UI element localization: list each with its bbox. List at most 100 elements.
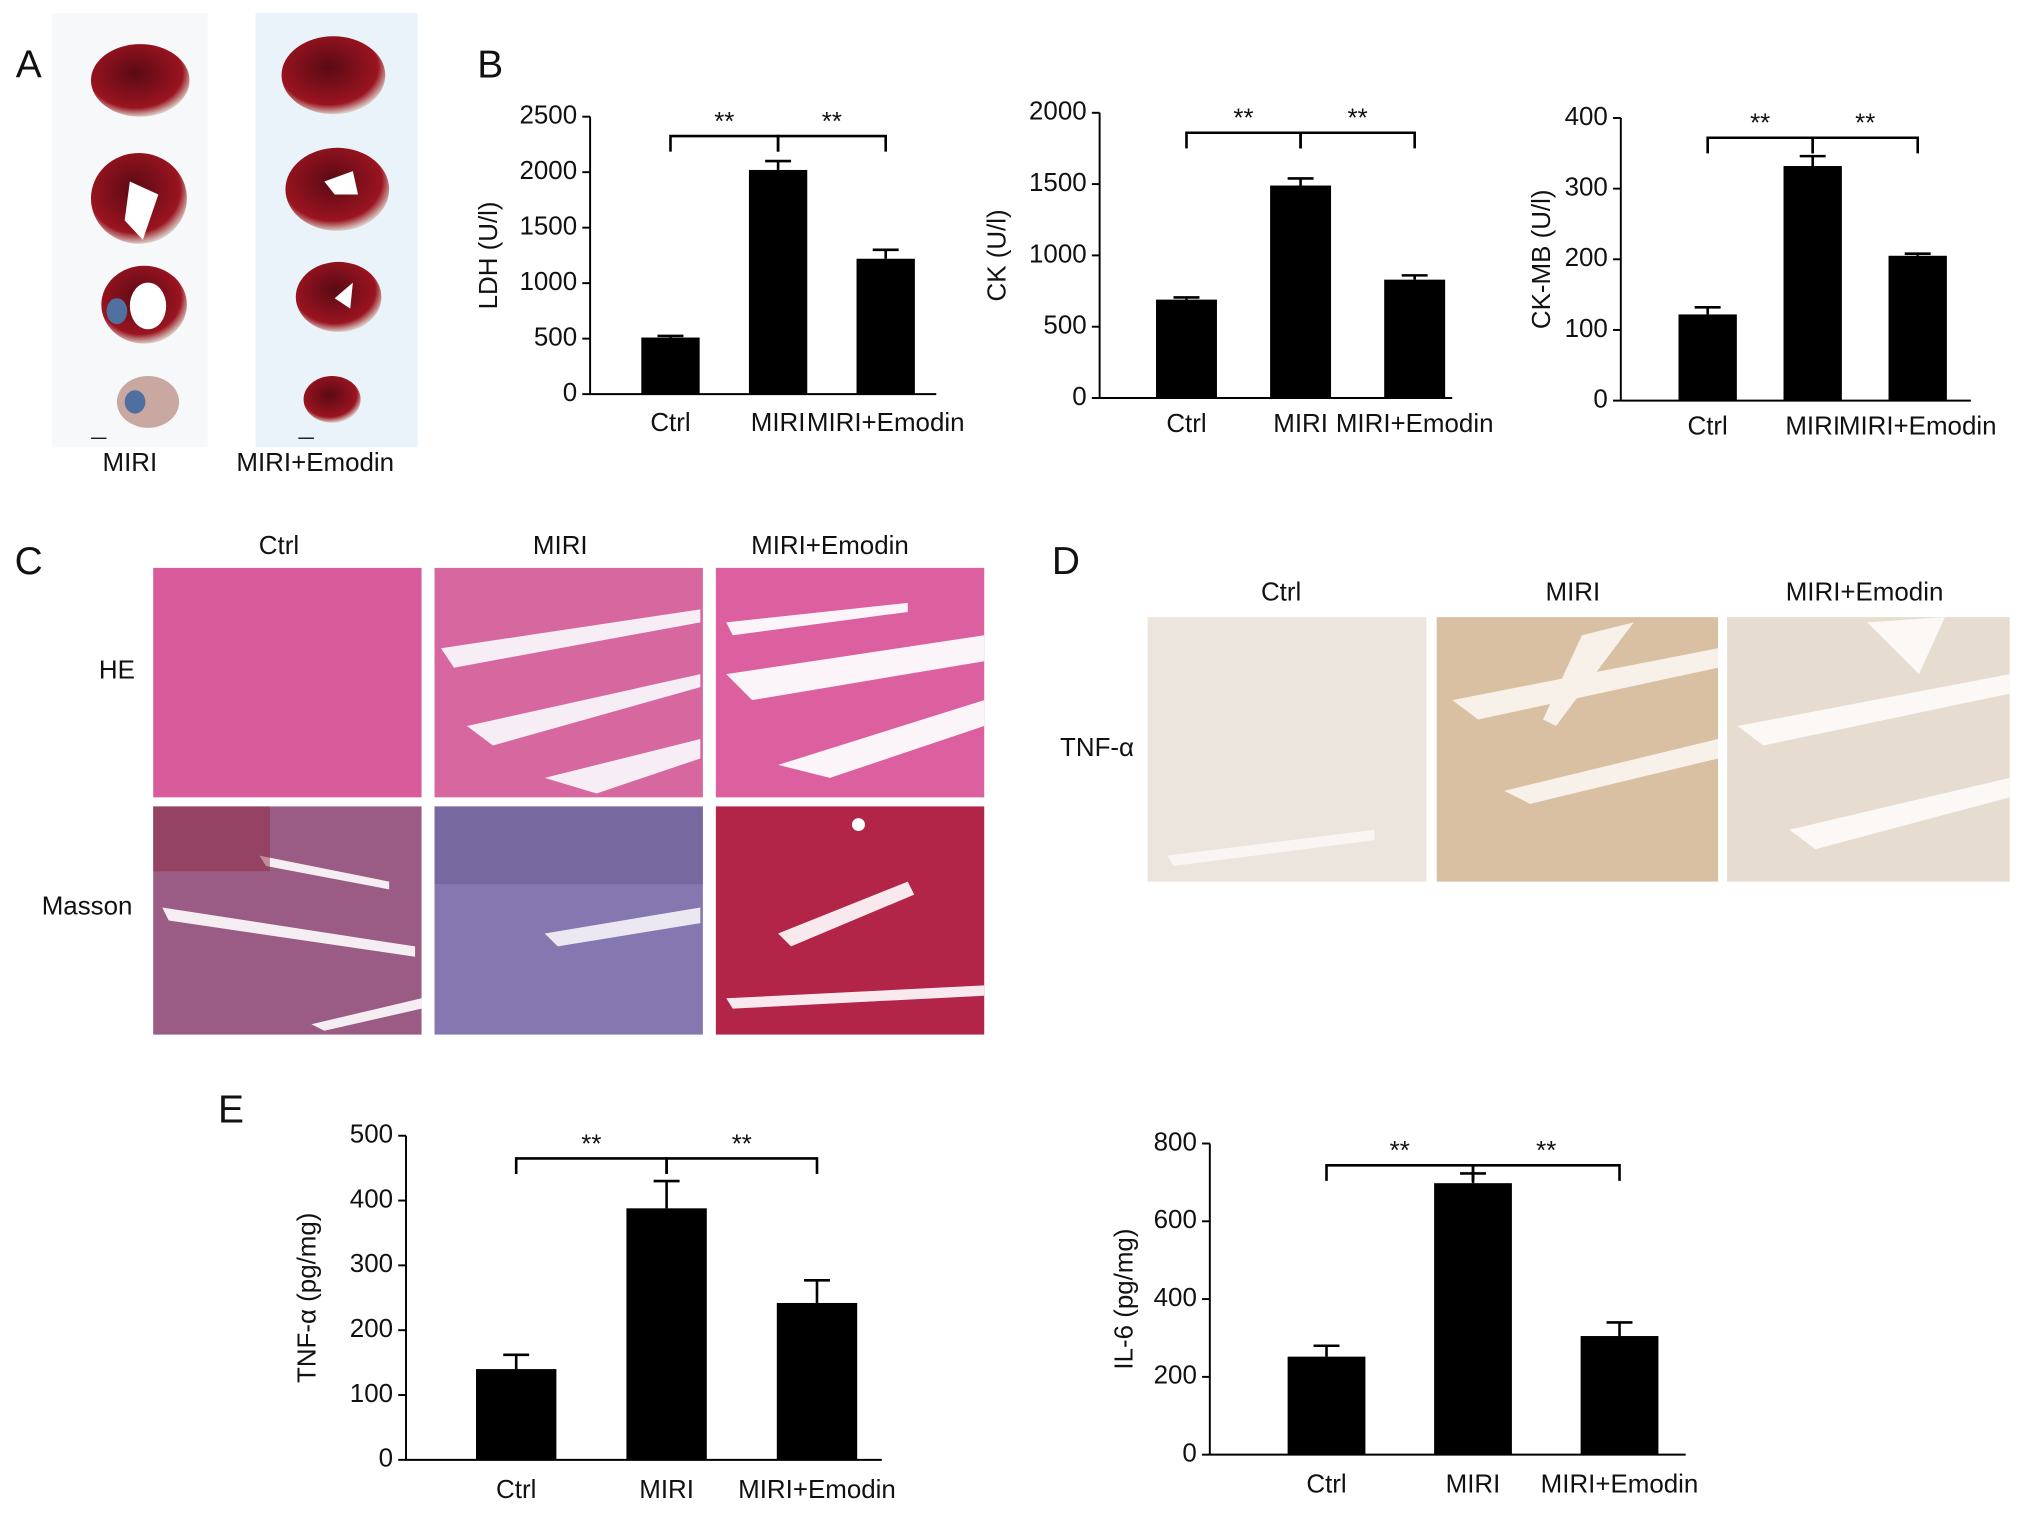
significance-label: ** xyxy=(1855,110,1875,138)
y-axis-label: CK-MB (U/l) xyxy=(1528,190,1556,330)
bar xyxy=(476,1369,557,1460)
column-label: Ctrl xyxy=(1261,579,1301,607)
significance-label: ** xyxy=(1348,105,1368,133)
y-axis-label: CK (U/l) xyxy=(983,209,1011,301)
significance-label: ** xyxy=(1750,110,1770,138)
bar xyxy=(1270,185,1332,399)
y-tick-label: 0 xyxy=(1182,1440,1196,1468)
panel-letter: B xyxy=(477,44,503,87)
significance-bracket xyxy=(1185,131,1302,149)
x-tick-label: MIRI xyxy=(1785,413,1840,441)
significance-bracket xyxy=(514,1157,668,1174)
x-tick-label: Ctrl xyxy=(1306,1471,1346,1499)
column-label: MIRI xyxy=(533,532,588,560)
significance-bracket xyxy=(1471,1163,1621,1181)
y-tick-label: 200 xyxy=(1565,244,1608,272)
bar xyxy=(1783,166,1842,401)
bar xyxy=(1287,1356,1366,1455)
bar xyxy=(1678,314,1737,401)
significance-label: ** xyxy=(581,1130,601,1158)
bar xyxy=(856,258,915,395)
y-tick-label: 0 xyxy=(1072,383,1086,411)
x-tick-label: MIRI+Emodin xyxy=(1541,1471,1699,1499)
y-tick-label: 1500 xyxy=(519,213,577,241)
x-tick-label: Ctrl xyxy=(650,409,690,437)
significance-label: ** xyxy=(1536,1137,1556,1165)
row-label: TNF-α xyxy=(1060,734,1134,762)
x-tick-label: MIRI+Emodin xyxy=(807,409,965,437)
bar xyxy=(626,1208,707,1460)
significance-bracket xyxy=(1325,1163,1475,1181)
bar xyxy=(1888,255,1947,401)
y-tick-label: 1000 xyxy=(519,268,577,296)
significance-label: ** xyxy=(1233,105,1253,133)
y-tick-label: 500 xyxy=(534,323,577,351)
y-tick-label: 2500 xyxy=(519,102,577,130)
significance-label: ** xyxy=(1390,1137,1410,1165)
column-label: MIRI+Emodin xyxy=(1786,579,1944,607)
x-tick-label: MIRI+Emodin xyxy=(738,1476,896,1504)
ihc-images xyxy=(1147,617,2010,882)
y-axis-label: TNF-α (pg/mg) xyxy=(294,1213,322,1383)
y-tick-label: 200 xyxy=(1154,1362,1197,1390)
y-tick-label: 1000 xyxy=(1029,240,1087,268)
y-tick-label: 1500 xyxy=(1029,169,1087,197)
y-tick-label: 0 xyxy=(1593,385,1607,413)
panel-letter: D xyxy=(1052,540,1080,583)
panel-letter: C xyxy=(15,540,43,583)
y-tick-label: 100 xyxy=(350,1380,393,1408)
y-tick-label: 2000 xyxy=(1029,98,1087,126)
column-label: MIRI+Emodin xyxy=(751,532,909,560)
heart-slices xyxy=(90,36,390,439)
significance-label: ** xyxy=(714,108,734,136)
bar xyxy=(1156,299,1217,399)
x-tick-label: MIRI xyxy=(1446,1471,1501,1499)
y-tick-label: 400 xyxy=(1154,1284,1197,1312)
y-tick-label: 500 xyxy=(350,1121,393,1149)
y-axis-label: LDH (U/l) xyxy=(475,201,503,309)
panel-letter: E xyxy=(218,1089,244,1132)
group-label: MIRI xyxy=(103,449,158,477)
column-label: MIRI xyxy=(1545,579,1600,607)
y-tick-label: 500 xyxy=(1043,312,1086,340)
y-tick-label: 800 xyxy=(1154,1128,1197,1156)
significance-bracket xyxy=(665,1157,819,1174)
row-label: Masson xyxy=(42,892,133,920)
bar xyxy=(1580,1336,1659,1455)
group-label: MIRI+Emodin xyxy=(236,449,394,477)
y-tick-label: 600 xyxy=(1154,1206,1197,1234)
x-tick-label: MIRI xyxy=(639,1476,694,1504)
histology-images xyxy=(153,567,985,1035)
y-tick-label: 2000 xyxy=(519,157,577,185)
significance-bracket xyxy=(669,134,780,152)
x-tick-label: MIRI xyxy=(1273,410,1328,438)
y-tick-label: 0 xyxy=(379,1445,393,1473)
x-tick-label: MIRI+Emodin xyxy=(1336,410,1494,438)
significance-bracket xyxy=(776,134,887,152)
bar xyxy=(641,337,700,395)
y-tick-label: 300 xyxy=(350,1250,393,1278)
y-tick-label: 0 xyxy=(563,379,577,407)
panel-letter: A xyxy=(16,44,42,87)
y-tick-label: 400 xyxy=(1565,103,1608,131)
x-tick-label: MIRI xyxy=(751,409,806,437)
x-tick-label: MIRI+Emodin xyxy=(1839,413,1997,441)
bar xyxy=(1384,279,1446,399)
y-tick-label: 300 xyxy=(1565,173,1608,201)
bar xyxy=(1434,1183,1512,1455)
significance-bracket xyxy=(1299,131,1416,149)
significance-label: ** xyxy=(822,108,842,136)
significance-bracket xyxy=(1706,136,1814,154)
x-tick-label: Ctrl xyxy=(496,1476,536,1504)
y-tick-label: 400 xyxy=(350,1185,393,1213)
y-tick-label: 100 xyxy=(1565,315,1608,343)
column-label: Ctrl xyxy=(259,532,299,560)
row-label: HE xyxy=(99,656,135,684)
x-tick-label: Ctrl xyxy=(1166,410,1206,438)
significance-bracket xyxy=(1811,136,1920,154)
y-tick-label: 200 xyxy=(350,1315,393,1343)
y-axis-label: IL-6 (pg/mg) xyxy=(1110,1229,1138,1370)
bar xyxy=(748,169,808,395)
